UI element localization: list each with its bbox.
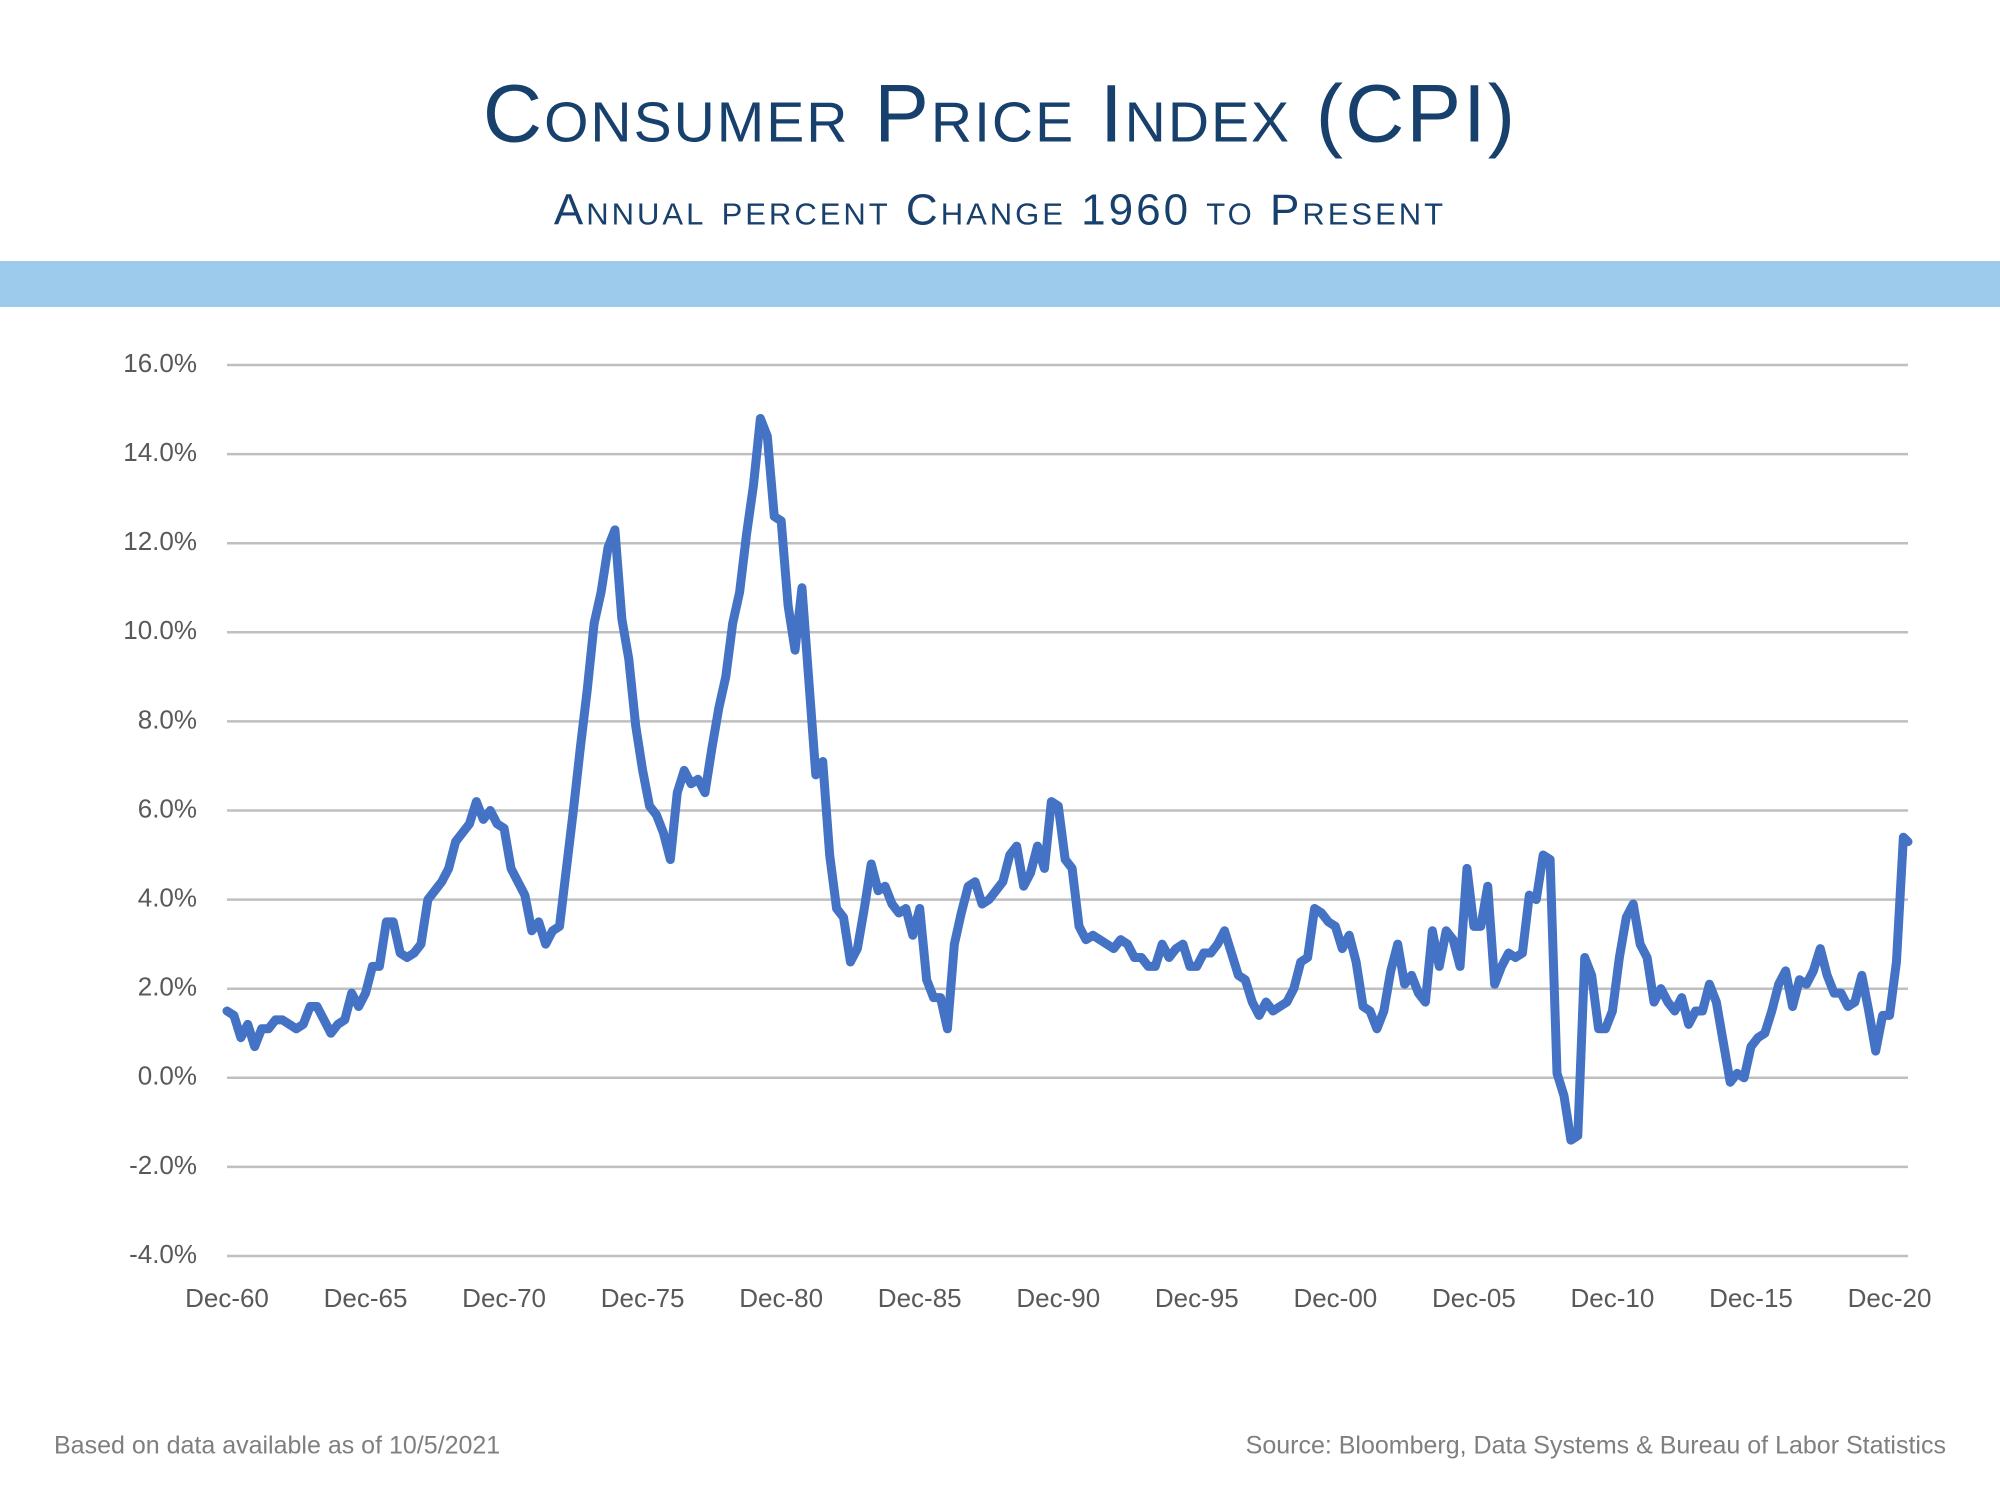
footnote: Based on data available as of 10/5/2021 (54, 1432, 500, 1460)
y-tick-label: 0.0% (138, 1061, 197, 1091)
y-tick-label: 2.0% (138, 972, 197, 1002)
x-tick-label: Dec-20 (1848, 1283, 1932, 1313)
x-tick-label: Dec-70 (462, 1283, 546, 1313)
x-tick-label: Dec-95 (1155, 1283, 1239, 1313)
header-band (0, 261, 2000, 307)
y-tick-label: 8.0% (138, 704, 197, 734)
x-tick-label: Dec-15 (1709, 1283, 1793, 1313)
chart-title: Consumer Price Index (CPI) (483, 69, 1517, 160)
y-tick-label: 4.0% (138, 882, 197, 912)
y-tick-label: -4.0% (129, 1239, 197, 1269)
x-tick-label: Dec-05 (1432, 1283, 1516, 1313)
data-line (222, 413, 1913, 1145)
x-tick-label: Dec-85 (878, 1283, 962, 1313)
x-tick-label: Dec-80 (739, 1283, 823, 1313)
y-tick-label: 10.0% (123, 615, 197, 645)
x-tick-label: Dec-65 (324, 1283, 408, 1313)
y-tick-label: -2.0% (129, 1150, 197, 1180)
x-tick-label: Dec-75 (601, 1283, 685, 1313)
x-tick-label: Dec-90 (1016, 1283, 1100, 1313)
x-tick-label: Dec-60 (185, 1283, 269, 1313)
y-tick-label: 14.0% (123, 437, 197, 467)
y-tick-label: 16.0% (123, 348, 197, 378)
y-tick-label: 12.0% (123, 526, 197, 556)
chart-subtitle: Annual percent Change 1960 to Present (554, 186, 1446, 235)
x-tick-label: Dec-10 (1571, 1283, 1655, 1313)
y-tick-label: 6.0% (138, 793, 197, 823)
x-tick-label: Dec-00 (1293, 1283, 1377, 1313)
source-note: Source: Bloomberg, Data Systems & Bureau… (1246, 1432, 1946, 1460)
